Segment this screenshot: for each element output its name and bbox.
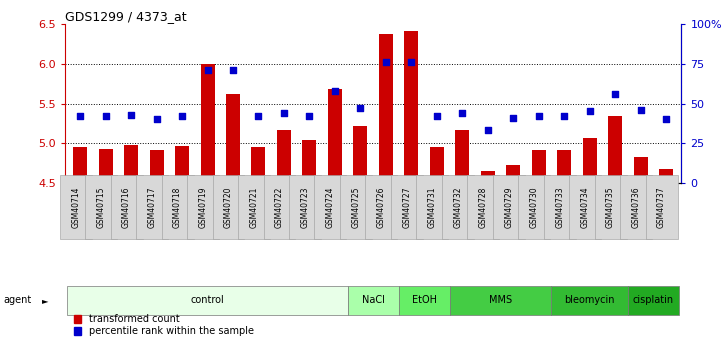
Text: agent: agent	[4, 295, 32, 305]
Text: ►: ►	[42, 296, 48, 305]
Text: GSM40717: GSM40717	[148, 186, 156, 228]
Bar	[506, 165, 521, 183]
Point	[151, 117, 162, 122]
Bar	[175, 146, 189, 183]
Point	[202, 67, 213, 73]
FancyBboxPatch shape	[348, 286, 399, 315]
Point	[533, 114, 544, 119]
Bar	[99, 149, 112, 183]
Bar	[455, 130, 469, 183]
Point	[584, 109, 596, 114]
Text: GSM40719: GSM40719	[198, 186, 208, 228]
Text: GSM40732: GSM40732	[454, 186, 462, 228]
Bar	[149, 150, 164, 183]
Text: GSM40726: GSM40726	[377, 186, 386, 228]
Bar	[481, 171, 495, 183]
Bar	[379, 34, 393, 183]
Bar	[73, 147, 87, 183]
Text: GSM40737: GSM40737	[657, 186, 666, 228]
Text: GSM40718: GSM40718	[173, 186, 182, 228]
Point	[355, 106, 366, 111]
FancyBboxPatch shape	[68, 286, 348, 315]
Text: bleomycin: bleomycin	[565, 295, 615, 305]
Point	[380, 59, 392, 65]
Text: GSM40724: GSM40724	[326, 186, 335, 228]
Point	[304, 114, 315, 119]
Point	[253, 114, 265, 119]
Bar	[226, 94, 240, 183]
Point	[558, 114, 570, 119]
Text: GSM40721: GSM40721	[249, 186, 259, 228]
Point	[634, 107, 646, 112]
Bar	[277, 130, 291, 183]
Text: GSM40714: GSM40714	[71, 186, 80, 228]
Bar	[634, 157, 647, 183]
Text: EtOH: EtOH	[412, 295, 436, 305]
Bar	[608, 116, 622, 183]
Text: control: control	[190, 295, 224, 305]
Bar	[124, 145, 138, 183]
Text: GSM40725: GSM40725	[351, 186, 360, 228]
Text: GSM40736: GSM40736	[632, 186, 640, 228]
Bar	[200, 64, 215, 183]
Text: NaCl: NaCl	[362, 295, 384, 305]
Text: GSM40729: GSM40729	[504, 186, 513, 228]
Point	[177, 114, 188, 119]
Point	[100, 114, 112, 119]
Text: GSM40722: GSM40722	[275, 186, 284, 228]
Point	[227, 67, 239, 73]
Bar	[531, 149, 546, 183]
Legend: transformed count, percentile rank within the sample: transformed count, percentile rank withi…	[70, 310, 258, 340]
Text: GSM40734: GSM40734	[580, 186, 590, 228]
Point	[482, 128, 493, 133]
Bar	[252, 147, 265, 183]
Text: GSM40735: GSM40735	[606, 186, 615, 228]
Bar	[302, 140, 317, 183]
Bar	[557, 150, 571, 183]
Point	[278, 110, 290, 116]
Point	[431, 114, 443, 119]
Text: GSM40731: GSM40731	[428, 186, 437, 228]
Bar	[659, 169, 673, 183]
Text: GSM40733: GSM40733	[555, 186, 564, 228]
Text: cisplatin: cisplatin	[633, 295, 674, 305]
Text: GSM40723: GSM40723	[301, 186, 309, 228]
Text: GDS1299 / 4373_at: GDS1299 / 4373_at	[65, 10, 187, 23]
Bar	[583, 138, 597, 183]
Text: GSM40716: GSM40716	[122, 186, 131, 228]
Text: GSM40715: GSM40715	[97, 186, 106, 228]
FancyBboxPatch shape	[628, 286, 678, 315]
Point	[405, 59, 417, 65]
Point	[125, 112, 137, 117]
Text: GSM40727: GSM40727	[402, 186, 411, 228]
Bar	[430, 147, 444, 183]
Bar	[353, 126, 368, 183]
Text: GSM40720: GSM40720	[224, 186, 233, 228]
Point	[456, 110, 468, 116]
Point	[609, 91, 621, 97]
Point	[508, 115, 519, 120]
FancyBboxPatch shape	[399, 286, 449, 315]
Bar	[404, 31, 418, 183]
Text: GSM40728: GSM40728	[479, 186, 487, 228]
Bar	[328, 89, 342, 183]
Text: GSM40730: GSM40730	[530, 186, 539, 228]
Point	[74, 114, 86, 119]
Point	[660, 117, 672, 122]
FancyBboxPatch shape	[552, 286, 628, 315]
FancyBboxPatch shape	[449, 286, 552, 315]
Text: MMS: MMS	[489, 295, 512, 305]
Point	[329, 88, 341, 93]
